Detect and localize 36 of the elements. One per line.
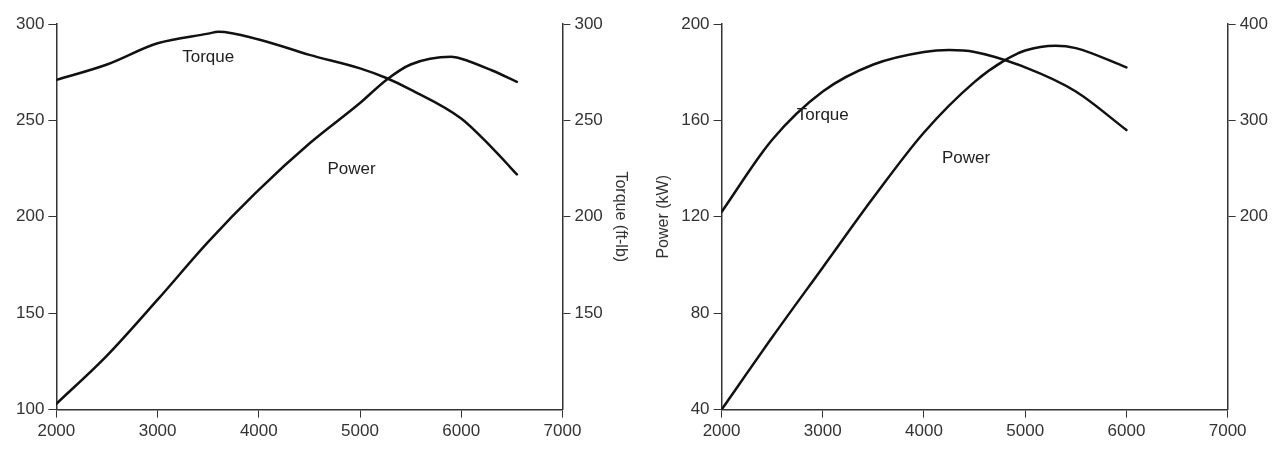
y-tick-label: 300 <box>15 13 45 33</box>
y-tick-label: 40 <box>690 399 710 419</box>
y2-tick-label: 400 <box>1239 13 1269 33</box>
y-tick-label: 250 <box>15 110 45 130</box>
y2-tick-label: 200 <box>574 206 603 226</box>
y-tick-label: 200 <box>681 13 710 33</box>
x-tick-label: 3000 <box>138 421 177 441</box>
x-tick-label: 2000 <box>702 421 741 441</box>
line-series <box>721 44 1128 410</box>
x-tick-label: 7000 <box>543 421 582 441</box>
y2-tick-label: 300 <box>1239 110 1269 130</box>
x-tick-label: 5000 <box>341 421 379 441</box>
y-tick-label: 160 <box>681 110 710 130</box>
y-tick-label: 200 <box>15 206 45 226</box>
series-label: Power <box>327 159 376 179</box>
y2-tick-label: 300 <box>574 13 603 33</box>
y-tick-label: 100 <box>15 399 45 419</box>
x-tick-label: 2000 <box>37 421 76 441</box>
y2-tick-label: 250 <box>574 110 603 130</box>
x-tick-label: 6000 <box>442 421 481 441</box>
series-label: Torque <box>796 105 849 125</box>
x-tick-label: 5000 <box>1006 421 1045 441</box>
y-tick-label: 80 <box>690 302 710 322</box>
y-tick-label: 120 <box>681 206 710 226</box>
x-tick-label: 4000 <box>905 421 943 441</box>
y-axis-title: Power (kW) <box>654 175 672 259</box>
y-tick-label: 150 <box>15 302 45 322</box>
y2-tick-label: 200 <box>1239 206 1269 226</box>
y2-axis-title: Torque (ft-lb) <box>612 171 630 263</box>
x-tick-label: 3000 <box>803 421 842 441</box>
x-tick-label: 6000 <box>1107 421 1146 441</box>
series-label: Torque <box>182 47 235 67</box>
series-label: Power <box>941 148 991 168</box>
x-tick-label: 7000 <box>1208 421 1247 441</box>
x-tick-label: 4000 <box>239 421 278 441</box>
y2-tick-label: 150 <box>574 302 603 322</box>
